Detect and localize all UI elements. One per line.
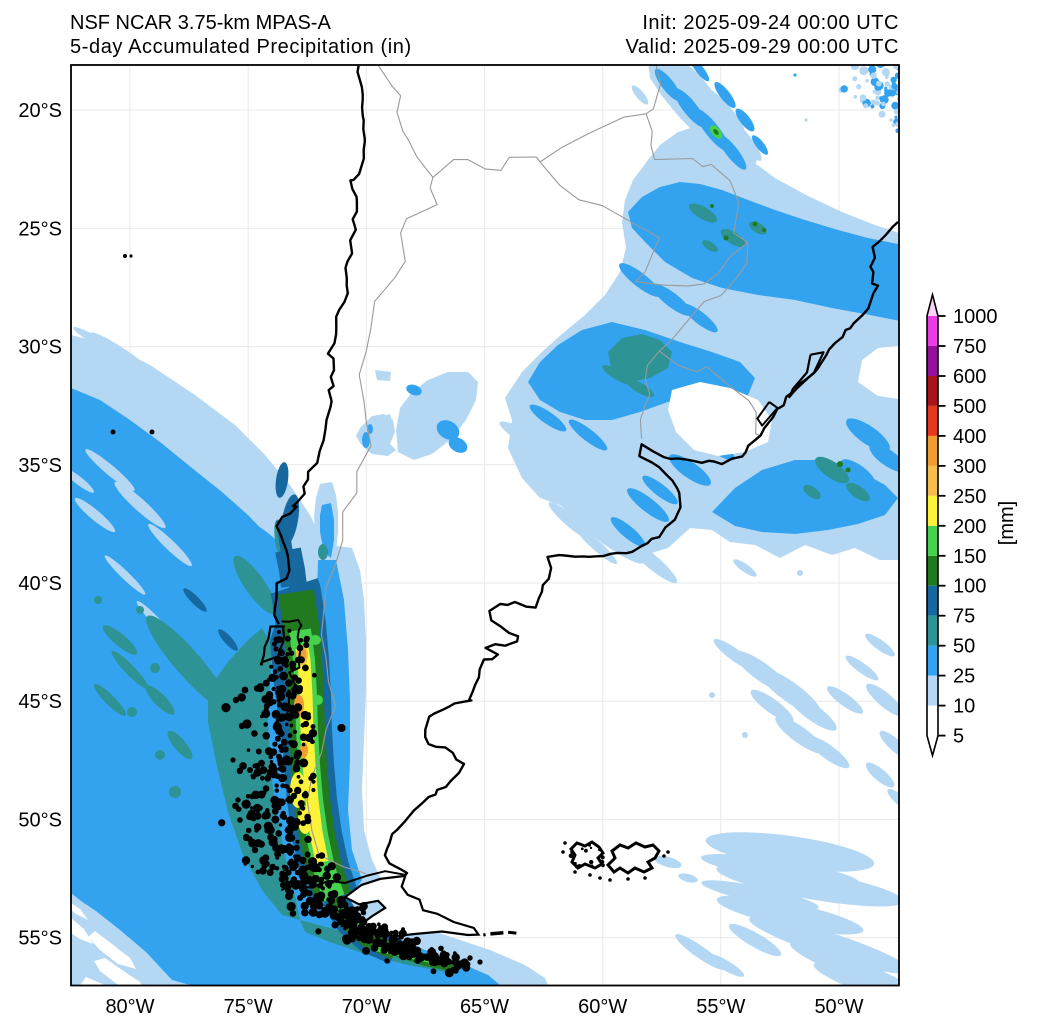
svg-text:55°W: 55°W <box>696 996 745 1018</box>
svg-text:30°S: 30°S <box>18 337 62 359</box>
svg-text:1000: 1000 <box>953 306 998 328</box>
svg-text:75: 75 <box>953 606 975 628</box>
svg-text:5-day Accumulated Precipitatio: 5-day Accumulated Precipitation (in) <box>70 36 412 58</box>
svg-text:750: 750 <box>953 336 986 358</box>
svg-text:150: 150 <box>953 546 986 568</box>
svg-text:75°W: 75°W <box>224 996 273 1018</box>
svg-text:35°S: 35°S <box>18 455 62 477</box>
svg-text:20°S: 20°S <box>18 100 62 122</box>
svg-text:200: 200 <box>953 516 986 538</box>
svg-text:25: 25 <box>953 666 975 688</box>
svg-text:600: 600 <box>953 366 986 388</box>
svg-text:65°W: 65°W <box>460 996 509 1018</box>
svg-text:45°S: 45°S <box>18 691 62 713</box>
svg-text:10: 10 <box>953 696 975 718</box>
svg-text:70°W: 70°W <box>342 996 391 1018</box>
svg-text:60°W: 60°W <box>578 996 627 1018</box>
svg-text:400: 400 <box>953 426 986 448</box>
svg-text:250: 250 <box>953 486 986 508</box>
svg-text:5: 5 <box>953 726 964 748</box>
svg-text:25°S: 25°S <box>18 218 62 240</box>
svg-text:55°S: 55°S <box>18 928 62 950</box>
svg-text:50: 50 <box>953 636 975 658</box>
svg-text:[mm]: [mm] <box>996 501 1018 545</box>
svg-text:500: 500 <box>953 396 986 418</box>
svg-text:100: 100 <box>953 576 986 598</box>
svg-text:Init: 2025-09-24 00:00 UTC: Init: 2025-09-24 00:00 UTC <box>642 12 899 34</box>
svg-text:50°W: 50°W <box>814 996 863 1018</box>
svg-text:80°W: 80°W <box>105 996 154 1018</box>
svg-text:50°S: 50°S <box>18 809 62 831</box>
svg-text:Valid: 2025-09-29 00:00 UTC: Valid: 2025-09-29 00:00 UTC <box>625 36 899 58</box>
svg-text:NSF NCAR 3.75-km MPAS-A: NSF NCAR 3.75-km MPAS-A <box>70 12 331 34</box>
svg-text:300: 300 <box>953 456 986 478</box>
svg-text:40°S: 40°S <box>18 573 62 595</box>
